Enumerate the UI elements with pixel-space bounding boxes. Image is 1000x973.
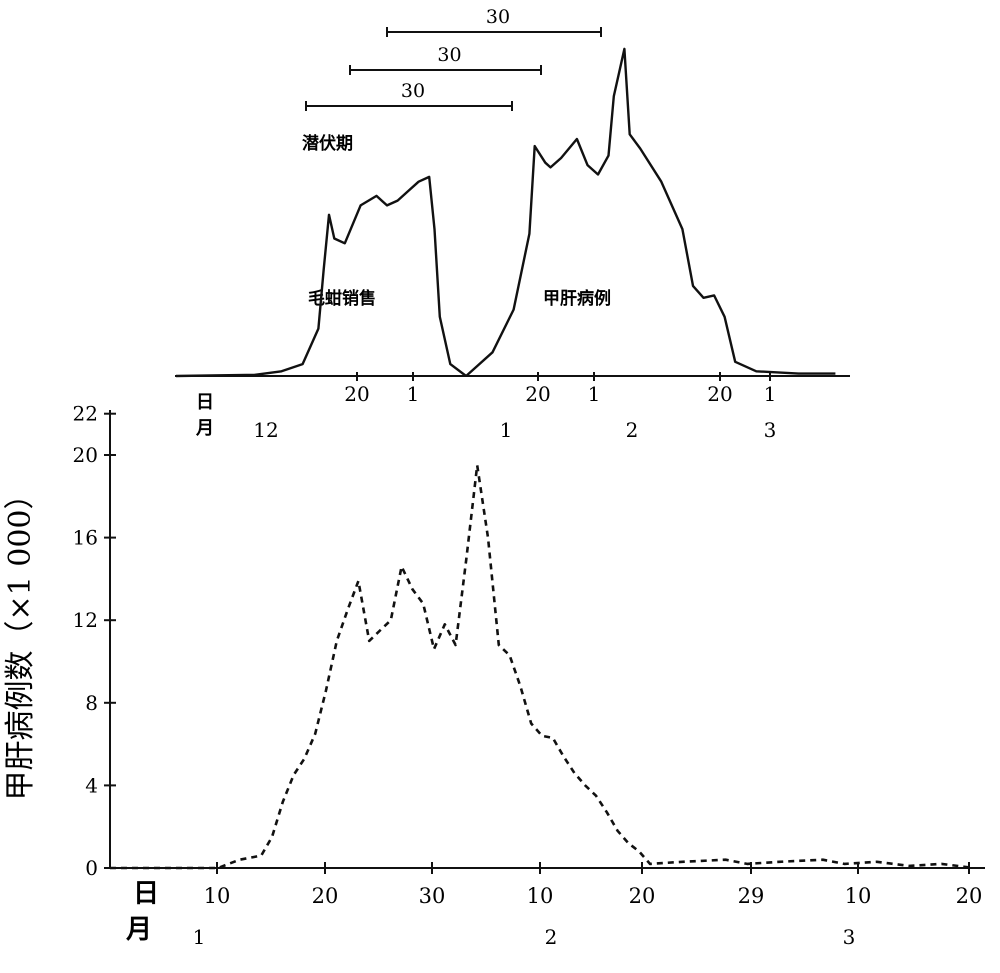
- top-month-tick-4: 3: [764, 418, 777, 442]
- top-day-tick-6: 1: [764, 382, 777, 406]
- interval-label-3: 30: [486, 6, 510, 28]
- bottom-y-tick-label-5: 16: [73, 526, 98, 550]
- bottom-series-line-1: [110, 463, 975, 870]
- hepatitis-cases-label: 甲肝病例: [543, 288, 611, 309]
- latency-label: 潜伏期: [302, 133, 353, 154]
- top-day-tick-2: 1: [407, 382, 420, 406]
- top-day-row-label: 日: [196, 392, 214, 413]
- top-series-line-1: [175, 175, 467, 378]
- bottom-day-tick-3: 30: [419, 884, 446, 908]
- top-day-tick-3: 20: [525, 382, 550, 406]
- bottom-day-tick-6: 29: [738, 884, 765, 908]
- top-x-tick-labels: 20 1 20 1 20 112 1 2 3: [253, 372, 776, 442]
- bottom-day-tick-7: 10: [845, 884, 872, 908]
- bottom-day-tick-5: 20: [629, 884, 656, 908]
- bottom-y-tick-label-3: 8: [85, 691, 98, 715]
- top-series-group: [175, 47, 836, 378]
- interval-label-1: 30: [401, 80, 425, 102]
- bottom-y-tick-label-6: 20: [73, 443, 98, 467]
- bottom-x-tick-labels: 10 20 30 10 20 29 10 20 1 2 3: [193, 862, 983, 949]
- bottom-y-tick-label-1: 0: [85, 856, 98, 880]
- bottom-month-tick-3: 3: [843, 925, 856, 949]
- top-month-tick-3: 2: [626, 418, 639, 442]
- latency-interval-brackets: 30 30 30: [305, 6, 602, 111]
- bottom-month-row-label: 月: [125, 915, 152, 945]
- bottom-day-tick-8: 20: [956, 884, 983, 908]
- top-day-tick-5: 20: [707, 382, 732, 406]
- bottom-day-tick-4: 10: [527, 884, 554, 908]
- bottom-day-tick-1: 10: [204, 884, 231, 908]
- bottom-month-tick-2: 2: [545, 925, 558, 949]
- bottom-y-axis-title: 甲肝病例数（×1 000）: [3, 479, 38, 800]
- top-month-tick-2: 1: [500, 418, 513, 442]
- bottom-series-group: [110, 463, 975, 870]
- top-month-tick-1: 12: [253, 418, 278, 442]
- top-day-tick-1: 20: [344, 382, 369, 406]
- bottom-day-row-label: 日: [133, 879, 159, 909]
- clam-sales-label: 毛蚶销售: [308, 288, 376, 309]
- bottom-day-tick-2: 20: [312, 884, 339, 908]
- bottom-month-tick-1: 1: [193, 925, 206, 949]
- top-series-line-2: [465, 47, 836, 377]
- bottom-y-tick-label-2: 4: [85, 773, 98, 797]
- bottom-y-tick-label-4: 12: [73, 608, 98, 632]
- top-month-row-label: 月: [195, 418, 214, 439]
- bottom-y-tick-label-7: 22: [73, 402, 98, 426]
- interval-label-2: 30: [437, 44, 461, 66]
- top-day-tick-4: 1: [588, 382, 601, 406]
- bottom-y-ticks: 0 4 8 12 16 20 22: [73, 402, 116, 880]
